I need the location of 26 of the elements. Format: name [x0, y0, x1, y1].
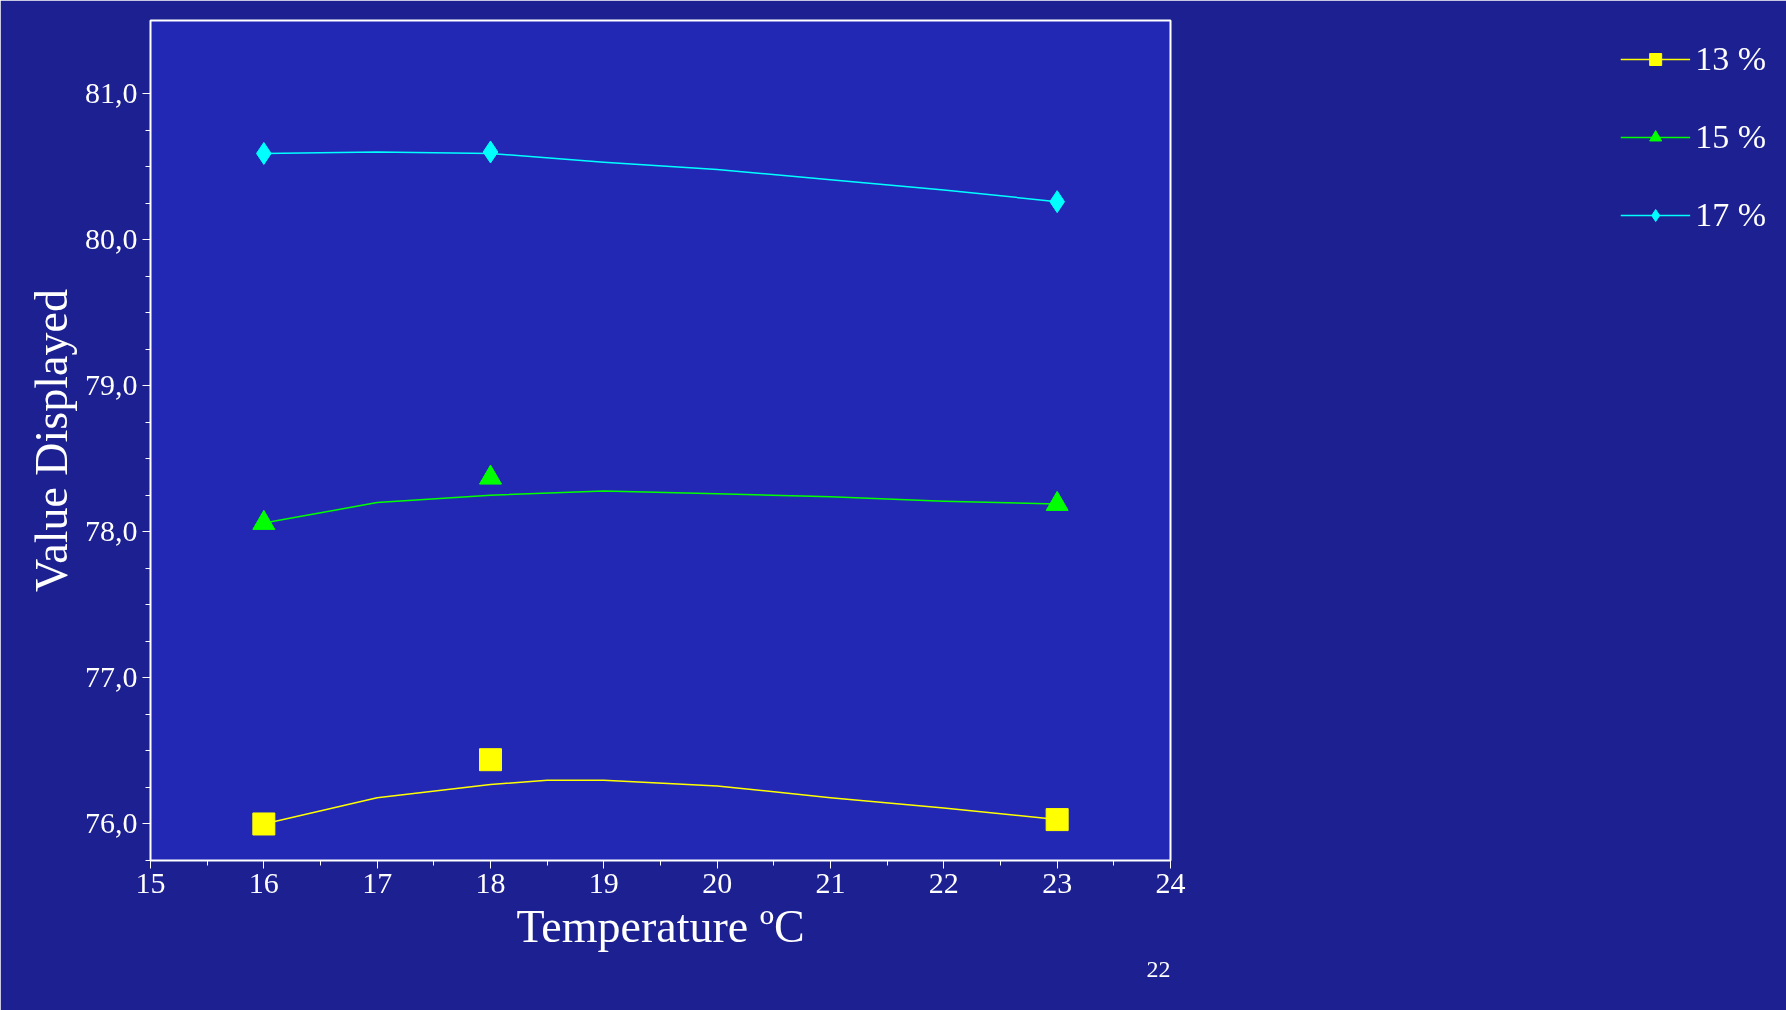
x-tick-label: 15: [135, 865, 166, 899]
x-tick-label: 17: [362, 865, 393, 899]
point: [252, 812, 276, 836]
x-tick-label: 18: [475, 865, 506, 899]
x-tick-label: 21: [815, 865, 846, 899]
point: [1045, 808, 1069, 832]
y-tick-label: 76,0: [85, 806, 138, 840]
point: [479, 748, 502, 772]
legend-label: 17 %: [1695, 196, 1766, 234]
y-tick-label: 79,0: [85, 368, 138, 402]
x-tick-label: 24: [1155, 865, 1186, 899]
y-tick-label: 77,0: [85, 660, 138, 694]
y-axis-title: Value Displayed: [26, 289, 77, 592]
text: 22: [1146, 955, 1171, 982]
y-tick-label: 80,0: [85, 222, 138, 256]
x-tick-label: 19: [588, 865, 619, 899]
legend-label: 13 %: [1695, 40, 1766, 78]
y-tick-label: 81,0: [85, 76, 138, 110]
x-axis-title: Temperature ºC: [516, 900, 805, 952]
x-tick-label: 22: [928, 865, 959, 899]
x-tick-label: 23: [1042, 865, 1073, 899]
point: [482, 140, 499, 164]
x-tick-label: 16: [248, 865, 279, 899]
legend-label: 15 %: [1695, 118, 1766, 156]
y-tick-label: 78,0: [85, 514, 138, 548]
x-tick-label: 20: [702, 865, 733, 899]
